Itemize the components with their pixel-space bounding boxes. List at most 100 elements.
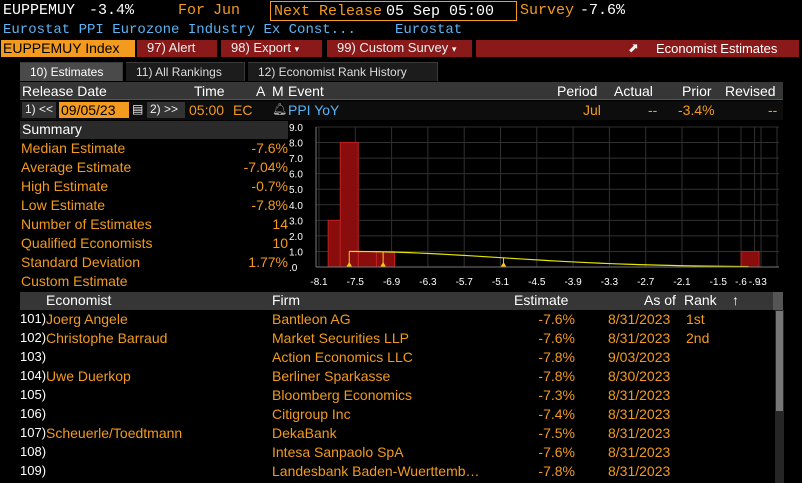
period-label: Jun bbox=[213, 2, 241, 19]
table-row[interactable]: 107) Scheuerle/Toedtmann DekaBank -7.5% 8/31… bbox=[20, 425, 775, 444]
release-date-input[interactable]: 09/05/23 bbox=[59, 102, 129, 118]
bell-icon[interactable]: 🔔︎ bbox=[272, 102, 288, 116]
custom-survey-label: 99) Custom Survey bbox=[337, 40, 449, 55]
alert-button[interactable]: 97) Alert bbox=[137, 40, 217, 57]
next-release-button[interactable]: 2) >> bbox=[147, 102, 185, 118]
summary-qualified: Qualified Economists 10 bbox=[20, 235, 290, 254]
summary-value: -7.8% bbox=[251, 197, 288, 213]
next-release-box[interactable]: Next Release 05 Sep 05:00 bbox=[270, 1, 517, 21]
summary-label: Qualified Economists bbox=[21, 235, 153, 251]
sort-arrow-icon[interactable]: ↑ bbox=[732, 292, 739, 308]
histogram-bar bbox=[376, 250, 396, 268]
economist-name: Joerg Angele bbox=[46, 311, 128, 327]
event-header: Event bbox=[288, 83, 324, 99]
row-number: 105) bbox=[20, 387, 47, 402]
firm-column-header[interactable]: Firm bbox=[272, 292, 300, 308]
export-label: 98) Export bbox=[231, 40, 291, 55]
economist-estimates-bar[interactable]: ⬈ Economist Estimates bbox=[476, 40, 799, 57]
row-number: 107) bbox=[20, 425, 47, 440]
table-scrollbar[interactable] bbox=[775, 310, 784, 483]
table-row[interactable]: 105) Bloomberg Economics -7.3% 8/31/2023 bbox=[20, 387, 775, 406]
firm-name: DekaBank bbox=[272, 425, 337, 441]
economist-estimates-label: Economist Estimates bbox=[656, 41, 778, 56]
time-header: Time bbox=[194, 83, 225, 99]
table-row[interactable]: 108) Intesa Sanpaolo SpA -7.6% 8/31/2023 bbox=[20, 444, 775, 463]
asof-date: 8/31/2023 bbox=[608, 330, 671, 346]
economist-name: Scheuerle/Toedtmann bbox=[46, 425, 183, 441]
rank-column-header[interactable]: Rank bbox=[684, 292, 717, 308]
asof-date: 8/31/2023 bbox=[608, 387, 671, 403]
firm-name: Action Economics LLC bbox=[272, 349, 413, 365]
x-tick-label: -1.5 bbox=[710, 277, 728, 288]
event-name[interactable]: PPI YoY bbox=[288, 102, 340, 118]
m-header: M bbox=[272, 83, 284, 99]
table-row[interactable]: 101) Joerg Angele Bantleon AG -7.6% 8/31/202… bbox=[20, 311, 775, 330]
summary-value: -7.04% bbox=[243, 159, 288, 175]
custom-survey-button[interactable]: 99) Custom Survey ▾ bbox=[327, 40, 472, 57]
firm-name: Intesa Sanpaolo SpA bbox=[272, 444, 404, 460]
tab-estimates[interactable]: 10) Estimates bbox=[20, 62, 123, 81]
chevron-down-icon: ▾ bbox=[294, 44, 300, 54]
economist-name: Uwe Duerkop bbox=[46, 368, 131, 384]
x-tick-label: -3.3 bbox=[601, 277, 619, 288]
y-tick-label: 9.0 bbox=[289, 123, 303, 134]
for-label: For bbox=[178, 2, 206, 19]
table-row[interactable]: 109) Landesbank Baden-Wuerttemb… -7.8% 8/31… bbox=[20, 463, 775, 482]
export-button[interactable]: 98) Export ▾ bbox=[221, 40, 322, 57]
table-row[interactable]: 103) Action Economics LLC -7.8% 9/03/2023 bbox=[20, 349, 775, 368]
toolbar: EUPPEMUY Index 97) Alert 98) Export ▾ 99… bbox=[0, 39, 802, 58]
table-row[interactable]: 106) Citigroup Inc -7.4% 8/31/2023 bbox=[20, 406, 775, 425]
summary-custom[interactable]: Custom Estimate bbox=[20, 273, 290, 292]
prev-release-button[interactable]: 1) << bbox=[22, 102, 56, 118]
x-tick-label: -4.5 bbox=[528, 277, 546, 288]
row-number: 108) bbox=[20, 444, 47, 459]
table-row[interactable]: 104) Uwe Duerkop Berliner Sparkasse -7.8% 8/… bbox=[20, 368, 775, 387]
release-revised: -- bbox=[768, 102, 778, 118]
next-release-date: 05 Sep 05:00 bbox=[386, 3, 495, 20]
x-tick-label: -2.7 bbox=[637, 277, 655, 288]
ticker: EUPPEMUY bbox=[3, 2, 76, 19]
table-row[interactable]: 102) Christophe Barraud Market Securities … bbox=[20, 330, 775, 349]
external-link-icon: ⬈ bbox=[628, 40, 639, 55]
summary-low: Low Estimate -7.8% bbox=[20, 197, 290, 216]
firm-name: Bantleon AG bbox=[272, 311, 351, 327]
y-tick-label: 5.0 bbox=[289, 185, 303, 196]
economist-table-header: Economist Firm Estimate As of Rank ↑ bbox=[20, 292, 783, 310]
x-tick-label: -5.1 bbox=[492, 277, 510, 288]
subtitle-bar: Eurostat PPI Eurozone Industry Ex Const.… bbox=[0, 22, 802, 39]
x-tick-label: -2.1 bbox=[673, 277, 691, 288]
summary-panel: Summary Median Estimate -7.6% Average Est… bbox=[20, 121, 290, 291]
asof-date: 9/03/2023 bbox=[608, 349, 671, 365]
source-label: Eurostat bbox=[395, 22, 463, 38]
histogram-bar bbox=[339, 142, 359, 268]
ticker-change: -3.4% bbox=[89, 2, 135, 19]
y-tick-label: 8.0 bbox=[289, 139, 303, 150]
period-header: Period bbox=[557, 83, 598, 99]
x-tick-label: -6.9 bbox=[383, 277, 401, 288]
histogram-bar bbox=[740, 250, 760, 268]
release-header: Release Date Time A M Event Period Actua… bbox=[20, 82, 783, 100]
survey-value: -7.6% bbox=[580, 2, 626, 19]
y-tick-label: 4.0 bbox=[289, 201, 303, 212]
tab-economist-rank-history[interactable]: 12) Economist Rank History bbox=[248, 62, 438, 81]
x-tick-label: -5.7 bbox=[456, 277, 474, 288]
tab-all-rankings[interactable]: 11) All Rankings bbox=[126, 62, 245, 81]
estimate-column-header[interactable]: Estimate bbox=[514, 292, 569, 308]
rank-value: 2nd bbox=[686, 330, 710, 346]
summary-high: High Estimate -0.7% bbox=[20, 178, 290, 197]
scrollbar-thumb[interactable] bbox=[776, 311, 783, 411]
y-tick-label: 6.0 bbox=[289, 170, 303, 181]
summary-stddev: Standard Deviation 1.77% bbox=[20, 254, 290, 273]
y-tick-label: .0 bbox=[289, 263, 298, 274]
summary-value: -7.6% bbox=[251, 140, 288, 156]
asof-column-header[interactable]: As of bbox=[644, 292, 676, 308]
economist-column-header[interactable]: Economist bbox=[46, 292, 112, 308]
firm-name: Berliner Sparkasse bbox=[272, 368, 391, 384]
asof-date: 8/31/2023 bbox=[608, 463, 671, 479]
survey-label: Survey bbox=[520, 2, 575, 19]
estimate-value: -7.4% bbox=[538, 406, 575, 422]
index-button[interactable]: EUPPEMUY Index bbox=[1, 40, 135, 57]
firm-name: Landesbank Baden-Wuerttemb… bbox=[272, 463, 480, 479]
estimate-value: -7.6% bbox=[538, 330, 575, 346]
calendar-icon[interactable]: ▤ bbox=[132, 102, 144, 116]
